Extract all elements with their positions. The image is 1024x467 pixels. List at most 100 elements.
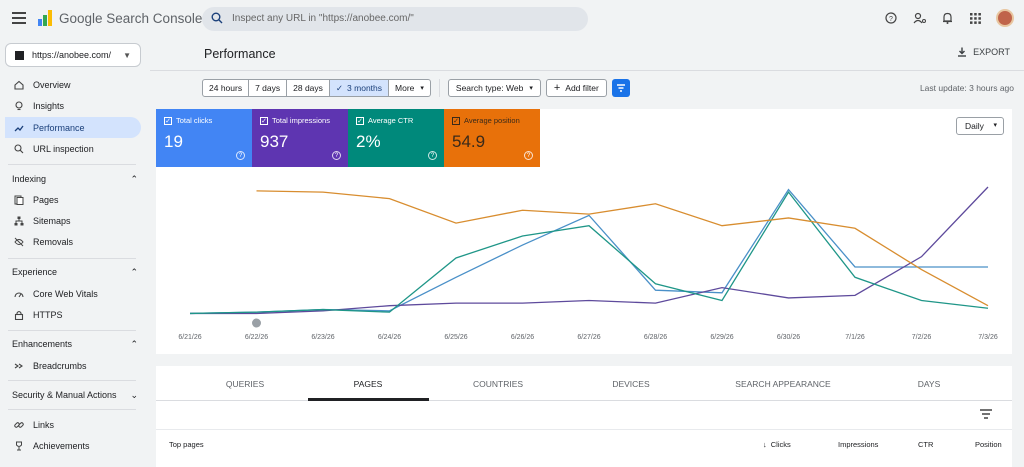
x-tick-label: 6/30/26 <box>777 334 800 341</box>
metric-label: Average position <box>464 116 520 125</box>
sidebar-item-performance[interactable]: Performance <box>5 117 141 138</box>
tab-indicator <box>308 398 429 401</box>
sidebar-item-achievements[interactable]: Achievements <box>5 435 141 456</box>
add-filter-button[interactable]: + Add filter <box>545 79 607 97</box>
metric-average-ctr[interactable]: ✓ Average CTR 2% ? <box>348 109 444 167</box>
divider <box>8 164 136 165</box>
page-title: Performance <box>204 47 276 61</box>
filter-settings-button[interactable] <box>611 79 630 97</box>
divider <box>8 258 136 259</box>
notifications-icon[interactable] <box>940 11 954 25</box>
sidebar-item-label: Links <box>33 419 55 430</box>
help-icon[interactable]: ? <box>428 151 437 160</box>
help-icon[interactable]: ? <box>524 151 533 160</box>
header-divider <box>150 70 1024 71</box>
annotation-marker[interactable] <box>252 318 261 328</box>
sidebar-item-breadcrumbs[interactable]: Breadcrumbs <box>5 355 141 376</box>
avatar[interactable] <box>996 9 1014 27</box>
property-selector[interactable]: https://anobee.com/ ▼ <box>5 43 141 67</box>
app-logo[interactable]: Google Search Console <box>38 10 202 26</box>
help-icon[interactable]: ? <box>236 151 245 160</box>
lock-icon <box>14 310 24 320</box>
sidebar-item-pages[interactable]: Pages <box>5 189 141 210</box>
add-filter-label: Add filter <box>565 83 599 93</box>
filter-rows-icon[interactable] <box>980 409 992 422</box>
column-header-clicks[interactable]: ↓ Clicks <box>763 440 791 449</box>
apps-grid-icon[interactable] <box>968 11 982 25</box>
metric-total-clicks[interactable]: ✓ Total clicks 19 ? <box>156 109 252 167</box>
x-tick-label: 6/22/26 <box>245 334 268 341</box>
date-option-24h[interactable]: 24 hours <box>203 80 250 96</box>
series-line-average-position <box>256 190 989 307</box>
filter-bar: 24 hours 7 days 28 days ✓ 3 months More ▾ … <box>202 79 630 97</box>
menu-icon[interactable] <box>12 12 26 24</box>
user-settings-icon[interactable] <box>912 11 926 25</box>
breadcrumbs-icon <box>14 361 24 371</box>
help-icon[interactable]: ? <box>332 151 341 160</box>
property-name: https://anobee.com/ <box>32 50 112 60</box>
search-placeholder: Inspect any URL in "https://anobee.com/" <box>232 13 414 24</box>
search-type-label: Search type: Web <box>455 83 524 93</box>
link-icon <box>14 420 24 430</box>
check-icon: ✓ <box>335 82 344 93</box>
granularity-selector[interactable]: Daily ▾ <box>956 117 1004 135</box>
url-inspect-search[interactable]: Inspect any URL in "https://anobee.com/" <box>202 7 588 31</box>
export-button[interactable]: EXPORT <box>957 47 1010 57</box>
date-option-7d[interactable]: 7 days <box>249 80 288 96</box>
caret-down-icon: ▾ <box>420 85 424 92</box>
caret-down-icon: ▾ <box>993 122 997 129</box>
section-header-indexing[interactable]: Indexing ⌃ <box>12 174 138 185</box>
metric-value: 937 <box>260 132 289 151</box>
date-option-more[interactable]: More ▾ <box>389 80 430 96</box>
tab-pages[interactable]: PAGES <box>353 379 383 389</box>
tab-countries[interactable]: COUNTRIES <box>472 379 524 389</box>
pages-icon <box>14 195 24 205</box>
column-header-ctr[interactable]: CTR <box>918 440 934 449</box>
results-table-card: QUERIES PAGES COUNTRIES DEVICES SEARCH A… <box>156 366 1012 467</box>
x-tick-label: 7/2/26 <box>912 334 932 341</box>
series-line-total-impressions <box>190 186 989 315</box>
metric-value: 2% <box>356 132 381 151</box>
section-header-enhancements[interactable]: Enhancements ⌃ <box>12 339 138 350</box>
search-type-filter[interactable]: Search type: Web ▾ <box>447 79 541 97</box>
checkbox-icon: ✓ <box>356 116 364 125</box>
section-header-security[interactable]: Security & Manual Actions ⌄ <box>12 390 138 401</box>
tab-devices[interactable]: DEVICES <box>612 379 650 389</box>
metric-value: 54.9 <box>452 132 486 151</box>
sidebar-item-core-web-vitals[interactable]: Core Web Vitals <box>5 283 141 304</box>
x-tick-label: 7/3/26 <box>978 334 998 341</box>
metric-average-position[interactable]: ✓ Average position 54.9 ? <box>444 109 540 167</box>
performance-chart-card: 6/21/26 6/22/26 6/23/26 6/24/26 6/25/26 6/26/… <box>156 109 1012 354</box>
filter-icon <box>616 84 625 92</box>
divider <box>8 409 136 410</box>
chevron-up-icon: ⌃ <box>130 267 138 277</box>
sidebar-item-sitemaps[interactable]: Sitemaps <box>5 210 141 231</box>
sidebar-item-removals[interactable]: Removals <box>5 231 141 252</box>
divider <box>438 79 440 97</box>
help-icon[interactable]: ? <box>884 11 898 25</box>
gauge-icon <box>14 289 24 299</box>
date-option-3m[interactable]: ✓ 3 months <box>329 80 390 96</box>
metric-total-impressions[interactable]: ✓ Total impressions 937 ? <box>252 109 348 167</box>
sidebar-item-links[interactable]: Links <box>5 414 141 435</box>
series-line-total-clicks <box>189 188 988 315</box>
tab-queries[interactable]: QUERIES <box>225 379 265 389</box>
tab-search-appearance[interactable]: SEARCH APPEARANCE <box>735 379 831 389</box>
sidebar-item-url-inspection[interactable]: URL inspection <box>5 138 141 159</box>
tab-days[interactable]: DAYS <box>917 379 941 389</box>
last-update-text: Last update: 3 hours ago <box>919 83 1014 93</box>
date-option-28d[interactable]: 28 days <box>287 80 330 96</box>
date-option-label: 3 months <box>347 83 383 93</box>
column-header-position[interactable]: Position <box>975 440 1002 449</box>
x-tick-label: 7/1/26 <box>845 334 865 341</box>
column-header-impressions[interactable]: Impressions <box>838 440 879 449</box>
sitemap-icon <box>14 216 24 226</box>
sidebar-item-https[interactable]: HTTPS <box>5 304 141 325</box>
checkbox-icon: ✓ <box>260 116 268 125</box>
section-header-experience[interactable]: Experience ⌃ <box>12 267 138 278</box>
section-title: Experience <box>12 267 58 277</box>
divider <box>8 380 136 381</box>
sidebar-item-overview[interactable]: Overview <box>5 74 141 95</box>
sidebar-item-insights[interactable]: Insights <box>5 95 141 116</box>
chevron-down-icon: ⌄ <box>130 390 138 400</box>
